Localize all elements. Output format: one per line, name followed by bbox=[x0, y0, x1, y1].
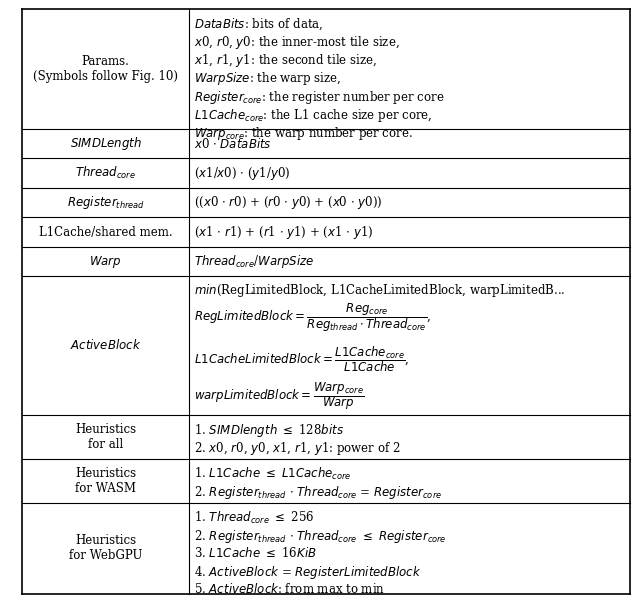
Text: 2. $\it{Register}_{\it{thread}}$ $\cdot$ $\it{Thread}_{\it{core}}$ = $\it{Regist: 2. $\it{Register}_{\it{thread}}$ $\cdot$… bbox=[194, 484, 442, 501]
Text: Heuristics
for all: Heuristics for all bbox=[75, 423, 136, 450]
Text: (($\it{x}$0 $\cdot$ $\it{r}$0) + ($\it{r}$0 $\cdot$ $\it{y}$0) + ($\it{x}$0 $\cd: (($\it{x}$0 $\cdot$ $\it{r}$0) + ($\it{r… bbox=[194, 194, 382, 211]
Text: $\it{Register}_{\it{core}}$: the register number per core: $\it{Register}_{\it{core}}$: the registe… bbox=[194, 89, 444, 106]
Text: $\it{ActiveBlock}$: $\it{ActiveBlock}$ bbox=[70, 338, 141, 352]
Text: $\it{x}$0 $\cdot$ $\it{DataBits}$: $\it{x}$0 $\cdot$ $\it{DataBits}$ bbox=[194, 137, 272, 151]
Text: 5. $\it{ActiveBlock}$: from max to min: 5. $\it{ActiveBlock}$: from max to min bbox=[194, 582, 385, 596]
Text: 4. $\it{ActiveBlock}$ = $\it{RegisterLimitedBlock}$: 4. $\it{ActiveBlock}$ = $\it{RegisterLim… bbox=[194, 564, 421, 581]
Text: $\it{Thread}_{\it{core}}$: $\it{Thread}_{\it{core}}$ bbox=[75, 165, 136, 181]
Text: $\mathit{warpLimitedBlock} = \dfrac{\mathit{Warp}_{\mathit{core}}}{\mathit{Warp}: $\mathit{warpLimitedBlock} = \dfrac{\mat… bbox=[194, 380, 365, 412]
Text: 2. $\it{Register}_{\it{thread}}$ $\cdot$ $\it{Thread}_{\it{core}}$ $\leq$ $\it{R: 2. $\it{Register}_{\it{thread}}$ $\cdot$… bbox=[194, 528, 447, 545]
Text: 1. $\it{L1Cache}$ $\leq$ $\it{L1Cache}_{\it{core}}$: 1. $\it{L1Cache}$ $\leq$ $\it{L1Cache}_{… bbox=[194, 466, 351, 482]
Text: $\it{x}$1, $\it{r}$1, $\it{y}$1: the second tile size,: $\it{x}$1, $\it{r}$1, $\it{y}$1: the sec… bbox=[194, 52, 377, 69]
Text: $\it{min}$(RegLimitedBlock, L1CacheLimitedBlock, warpLimitedB...: $\it{min}$(RegLimitedBlock, L1CacheLimit… bbox=[194, 282, 566, 299]
Text: 1. $\it{Thread}_{\it{core}}$ $\leq$ 256: 1. $\it{Thread}_{\it{core}}$ $\leq$ 256 bbox=[194, 510, 314, 526]
Text: ($\it{x}$1/$\it{x}$0) $\cdot$ ($\it{y}$1/$\it{y}$0): ($\it{x}$1/$\it{x}$0) $\cdot$ ($\it{y}$1… bbox=[194, 165, 291, 182]
Text: Params.
(Symbols follow Fig. 10): Params. (Symbols follow Fig. 10) bbox=[33, 55, 178, 83]
Text: $\it{SIMDLength}$: $\it{SIMDLength}$ bbox=[70, 135, 141, 152]
Text: $\it{DataBits}$: bits of data,: $\it{DataBits}$: bits of data, bbox=[194, 16, 324, 32]
Text: $\it{Warp}_{\it{core}}$: the warp number per core.: $\it{Warp}_{\it{core}}$: the warp number… bbox=[194, 125, 413, 142]
Text: $\it{Warp}$: $\it{Warp}$ bbox=[90, 254, 122, 270]
Text: $\it{L1Cache}_{\it{core}}$: the L1 cache size per core,: $\it{L1Cache}_{\it{core}}$: the L1 cache… bbox=[194, 107, 432, 124]
Text: $\it{Thread}_{\it{core}}$/$\it{WarpSize}$: $\it{Thread}_{\it{core}}$/$\it{WarpSize}… bbox=[194, 253, 314, 270]
Text: $\it{WarpSize}$: the warp size,: $\it{WarpSize}$: the warp size, bbox=[194, 71, 341, 87]
Text: 1. $\it{SIMDlength}$ $\leq$ 128$\it{bits}$: 1. $\it{SIMDlength}$ $\leq$ 128$\it{bits… bbox=[194, 421, 344, 439]
Text: Heuristics
for WebGPU: Heuristics for WebGPU bbox=[69, 534, 142, 563]
Text: 3. $\it{L1Cache}$ $\leq$ 16$\it{KiB}$: 3. $\it{L1Cache}$ $\leq$ 16$\it{KiB}$ bbox=[194, 546, 317, 560]
Text: $\mathit{L1CacheLimitedBlock} = \dfrac{\mathit{L1Cache}_{\mathit{core}}}{\mathit: $\mathit{L1CacheLimitedBlock} = \dfrac{\… bbox=[194, 344, 410, 374]
Text: $\mathit{RegLimitedBlock} = \dfrac{\mathit{Reg}_{\mathit{core}}}{\mathit{Reg}_{\: $\mathit{RegLimitedBlock} = \dfrac{\math… bbox=[194, 302, 431, 334]
Text: 2. $\it{x}$0, $\it{r}$0, $\it{y}$0, $\it{x}$1, $\it{r}$1, $\it{y}$1: power of 2: 2. $\it{x}$0, $\it{r}$0, $\it{y}$0, $\it… bbox=[194, 440, 401, 457]
Text: ($\it{x}$1 $\cdot$ $\it{r}$1) + ($\it{r}$1 $\cdot$ $\it{y}$1) + ($\it{x}$1 $\cdo: ($\it{x}$1 $\cdot$ $\it{r}$1) + ($\it{r}… bbox=[194, 224, 373, 241]
Text: Heuristics
for WASM: Heuristics for WASM bbox=[75, 467, 136, 495]
Text: $\it{x}$0, $\it{r}$0, $\it{y}$0: the inner-most tile size,: $\it{x}$0, $\it{r}$0, $\it{y}$0: the inn… bbox=[194, 34, 399, 51]
Text: $\it{Register}_{\it{thread}}$: $\it{Register}_{\it{thread}}$ bbox=[67, 194, 145, 211]
Text: L1Cache/shared mem.: L1Cache/shared mem. bbox=[39, 226, 172, 239]
